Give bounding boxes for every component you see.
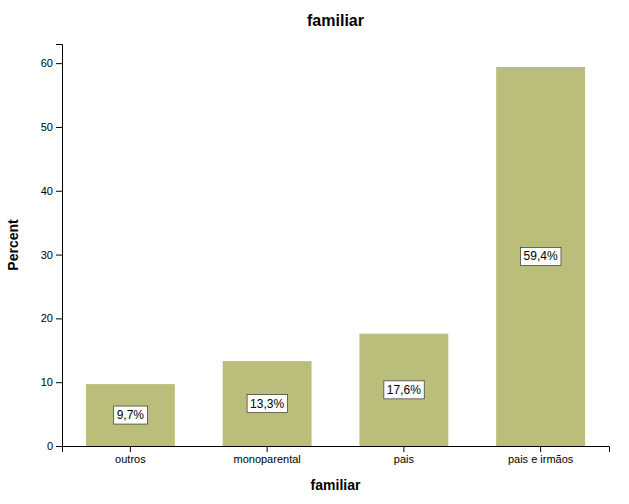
y-tick: 50 [41,121,62,133]
x-tick-mark [130,446,131,452]
data-label-group: 17,6% [384,381,424,399]
y-tick-label: 40 [41,185,53,197]
data-label-group: 9,7% [114,406,148,424]
data-label-box [114,406,148,424]
x-tick: monoparental [233,446,300,465]
y-axis-line [56,45,63,447]
data-labels: 9,7% 13,3% 17,6% 59,4% [114,247,561,424]
x-tick: pais e irmãos [508,446,574,465]
data-label: 13,3% [250,397,284,411]
bar [223,361,312,446]
data-label: 17,6% [387,383,421,397]
y-axis: 0 10 20 30 40 50 60 [41,45,63,453]
bars [86,67,585,446]
x-tick-label: monoparental [233,453,300,465]
x-tick-mark [267,446,268,452]
bar [86,384,175,446]
data-label: 9,7% [117,408,145,422]
y-tick: 40 [41,185,62,197]
plot-area: 0 10 20 30 40 50 60 outros monoparental pais pais … [41,45,610,465]
y-tick-mark [56,318,62,319]
x-tick: pais [394,446,415,465]
y-tick-mark [56,255,62,256]
y-tick-label: 50 [41,121,53,133]
title: familiar [307,12,364,29]
data-label-box [384,381,424,399]
x-tick-label: outros [115,453,146,465]
y-tick: 20 [41,312,62,324]
chart-svg: 0 10 20 30 40 50 60 outros monoparental pais pais … [0,0,629,504]
x-axis: outros monoparental pais pais e irmãos [63,446,610,465]
data-label: 59,4% [524,249,558,263]
bar [359,334,448,446]
y-tick-label: 30 [41,249,53,261]
y-tick-label: 20 [41,312,53,324]
y-tick-mark [56,446,62,447]
x-axis-line [63,447,610,453]
data-label-group: 59,4% [521,247,561,265]
y-axis-title: Percent [5,219,21,271]
x-tick-mark [403,446,404,452]
y-tick-mark [56,63,62,64]
x-tick-mark [540,446,541,452]
x-tick-label: pais e irmãos [508,453,574,465]
x-tick: outros [115,446,146,465]
data-label-group: 13,3% [247,395,287,413]
y-tick-label: 60 [41,57,53,69]
y-tick-mark [56,191,62,192]
y-tick: 0 [47,440,62,452]
x-axis-title: familiar [311,477,361,493]
y-tick: 60 [41,57,62,69]
y-tick-mark [56,382,62,383]
y-tick: 10 [41,376,62,388]
data-label-box [521,247,561,265]
bar [496,67,585,446]
y-tick: 30 [41,249,62,261]
x-tick-label: pais [394,453,415,465]
y-tick-label: 10 [41,376,53,388]
y-tick-mark [56,127,62,128]
y-tick-label: 0 [47,440,53,452]
data-label-box [247,395,287,413]
